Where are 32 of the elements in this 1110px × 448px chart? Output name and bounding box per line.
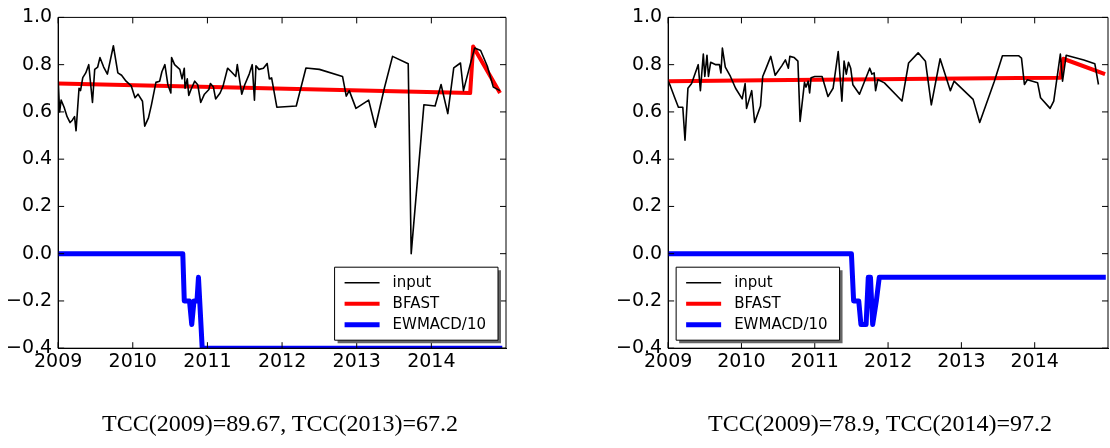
x-tick-label: 2014 xyxy=(1010,348,1059,371)
x-tick-label: 2014 xyxy=(407,348,456,371)
x-tick-label: 2011 xyxy=(183,348,232,371)
x-tick-label: 2010 xyxy=(717,348,766,371)
y-tick-label: 1.0 xyxy=(21,4,53,27)
y-tick-label: 0.6 xyxy=(631,98,663,121)
y-tick-label: 0.0 xyxy=(21,240,53,263)
text: TCC(2009)=89.67, TCC(2013)=67.2 xyxy=(101,410,459,437)
x-tick-label: 2012 xyxy=(863,348,913,371)
legend-label: input xyxy=(734,272,773,291)
y-tick-label: 0.2 xyxy=(21,193,53,216)
y-tick-label: −0.2 xyxy=(616,287,663,310)
legend-label: EWMACD/10 xyxy=(734,314,828,333)
y-tick-label: 1.0 xyxy=(631,4,663,27)
y-tick-label: 0.4 xyxy=(631,146,663,169)
x-tick-label: 2013 xyxy=(937,348,986,371)
legend-label: BFAST xyxy=(734,293,782,312)
x-tick-label: 2011 xyxy=(790,348,839,371)
y-tick-label: 0.8 xyxy=(631,51,663,74)
y-tick-label: −0.2 xyxy=(6,287,53,310)
legend-label: BFAST xyxy=(392,293,440,312)
y-tick-label: 0.8 xyxy=(21,51,53,74)
legend-label: input xyxy=(392,272,432,291)
x-tick-label: 2012 xyxy=(257,348,307,371)
legend-label: EWMACD/10 xyxy=(392,314,487,333)
y-tick-label: 0.2 xyxy=(631,193,663,216)
x-tick-label: 2010 xyxy=(108,348,157,371)
y-tick-label: 0.0 xyxy=(631,240,663,263)
x-tick-label: 2013 xyxy=(332,348,381,371)
y-tick-label: 0.6 xyxy=(21,98,53,121)
y-tick-label: 0.4 xyxy=(21,146,53,169)
text: TCC(2009)=78.9, TCC(2014)=97.2 xyxy=(707,410,1053,437)
